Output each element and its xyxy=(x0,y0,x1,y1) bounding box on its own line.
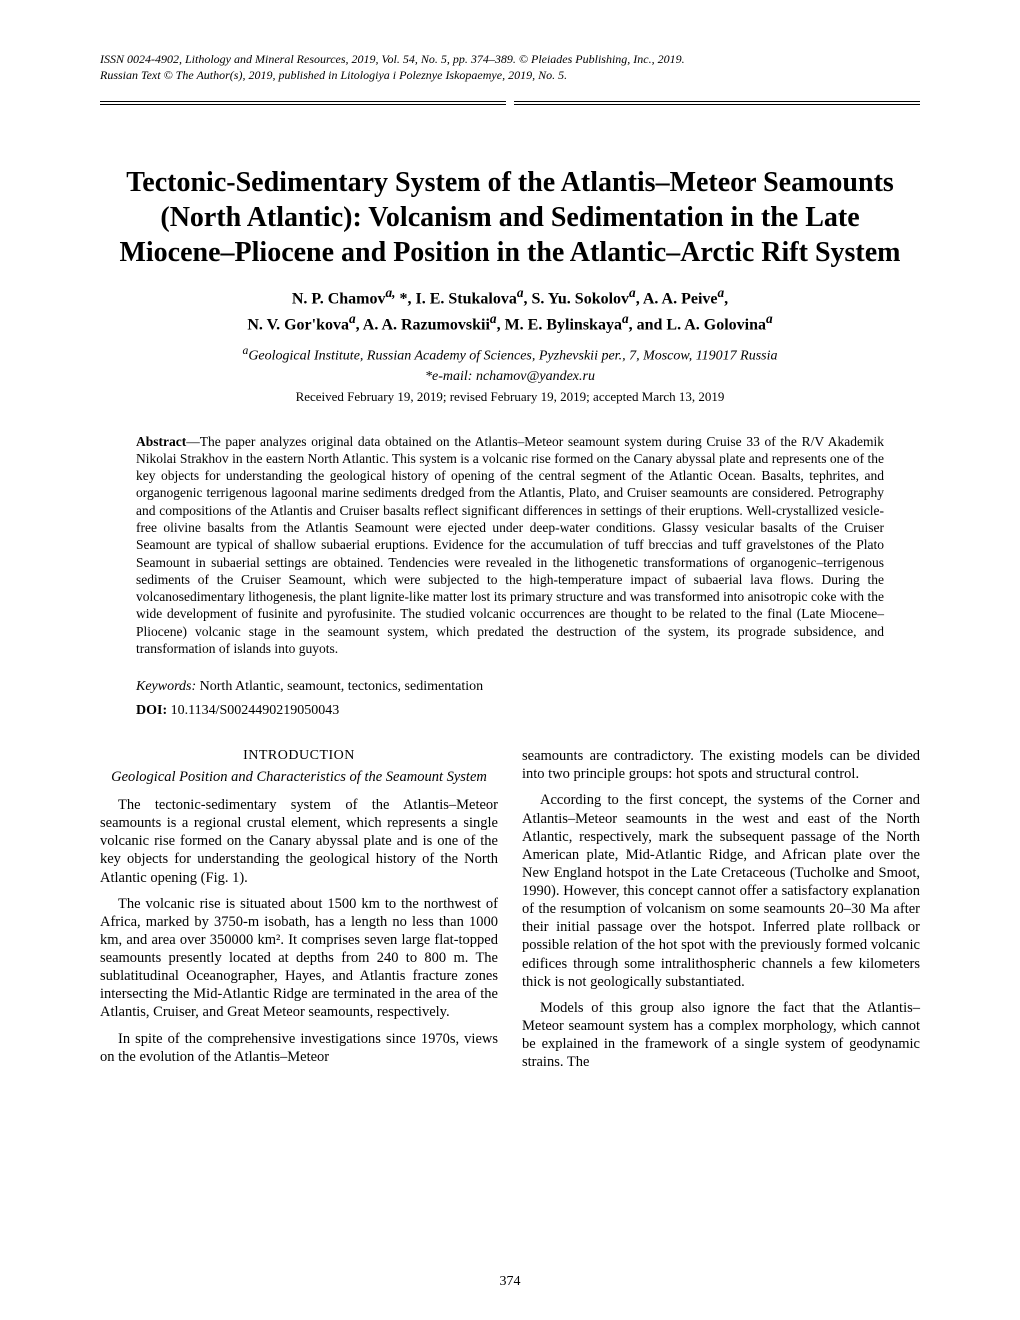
body-paragraph: The volcanic rise is situated about 1500… xyxy=(100,895,498,1022)
author-text: , xyxy=(724,291,728,308)
abstract-block: Abstract—The paper analyzes original dat… xyxy=(100,433,920,657)
body-paragraph: The tectonic-sedimentary system of the A… xyxy=(100,796,498,887)
doi-text: 10.1134/S0024490219050043 xyxy=(167,703,339,718)
section-subheading: Geological Position and Characteristics … xyxy=(100,769,498,786)
abstract-body: —The paper analyzes original data obtain… xyxy=(136,434,884,656)
author-text: , A. A. Peive xyxy=(636,291,718,308)
author-text: , and L. A. Golovina xyxy=(629,316,766,333)
section-heading: INTRODUCTION xyxy=(100,747,498,765)
header-meta: ISSN 0024-4902, Lithology and Mineral Re… xyxy=(100,52,920,83)
author-affil-sup: a, xyxy=(385,285,395,300)
header-rule xyxy=(100,101,920,105)
abstract-text: Abstract—The paper analyzes original dat… xyxy=(136,433,884,657)
body-paragraph: seamounts are contradictory. The existin… xyxy=(522,747,920,783)
author-affil-sup: a xyxy=(629,285,636,300)
corresponding-email: *e-mail: nchamov@yandex.ru xyxy=(100,369,920,385)
author-affil-sup: a xyxy=(490,311,497,326)
doi: DOI: 10.1134/S0024490219050043 xyxy=(136,703,884,719)
author-name: N. P. Chamov xyxy=(292,291,386,308)
affiliation-text: Geological Institute, Russian Academy of… xyxy=(248,349,777,364)
keywords: Keywords: North Atlantic, seamount, tect… xyxy=(136,679,884,695)
issn-line: ISSN 0024-4902, Lithology and Mineral Re… xyxy=(100,52,920,68)
author-affil-sup: a xyxy=(517,285,524,300)
author-text: , M. E. Bylinskaya xyxy=(497,316,622,333)
author-affil-sup: a xyxy=(622,311,629,326)
keywords-label: Keywords: xyxy=(136,679,196,694)
body-paragraph: According to the first concept, the syst… xyxy=(522,791,920,990)
russian-text-line: Russian Text © The Author(s), 2019, publ… xyxy=(100,68,920,84)
body-paragraph: Models of this group also ignore the fac… xyxy=(522,999,920,1072)
doi-label: DOI: xyxy=(136,703,167,718)
meta-block: Keywords: North Atlantic, seamount, tect… xyxy=(100,679,920,719)
left-column: INTRODUCTION Geological Position and Cha… xyxy=(100,747,498,1079)
article-title: Tectonic-Sedimentary System of the Atlan… xyxy=(100,165,920,270)
author-text: , S. Yu. Sokolov xyxy=(524,291,630,308)
affiliation: aGeological Institute, Russian Academy o… xyxy=(100,344,920,365)
author-name: N. V. Gor'kova xyxy=(247,316,349,333)
author-text: , A. A. Razumovskii xyxy=(356,316,490,333)
body-paragraph: In spite of the comprehensive investigat… xyxy=(100,1030,498,1066)
authors: N. P. Chamova, *, I. E. Stukalovaa, S. Y… xyxy=(100,284,920,336)
right-column: seamounts are contradictory. The existin… xyxy=(522,747,920,1079)
author-text: *, I. E. Stukalova xyxy=(395,291,516,308)
author-affil-sup: a xyxy=(349,311,356,326)
page-number: 374 xyxy=(500,1274,521,1290)
abstract-label: Abstract xyxy=(136,434,186,449)
author-affil-sup: a xyxy=(766,311,773,326)
keywords-text: North Atlantic, seamount, tectonics, sed… xyxy=(196,679,483,694)
article-dates: Received February 19, 2019; revised Febr… xyxy=(100,389,920,405)
body-columns: INTRODUCTION Geological Position and Cha… xyxy=(100,747,920,1079)
